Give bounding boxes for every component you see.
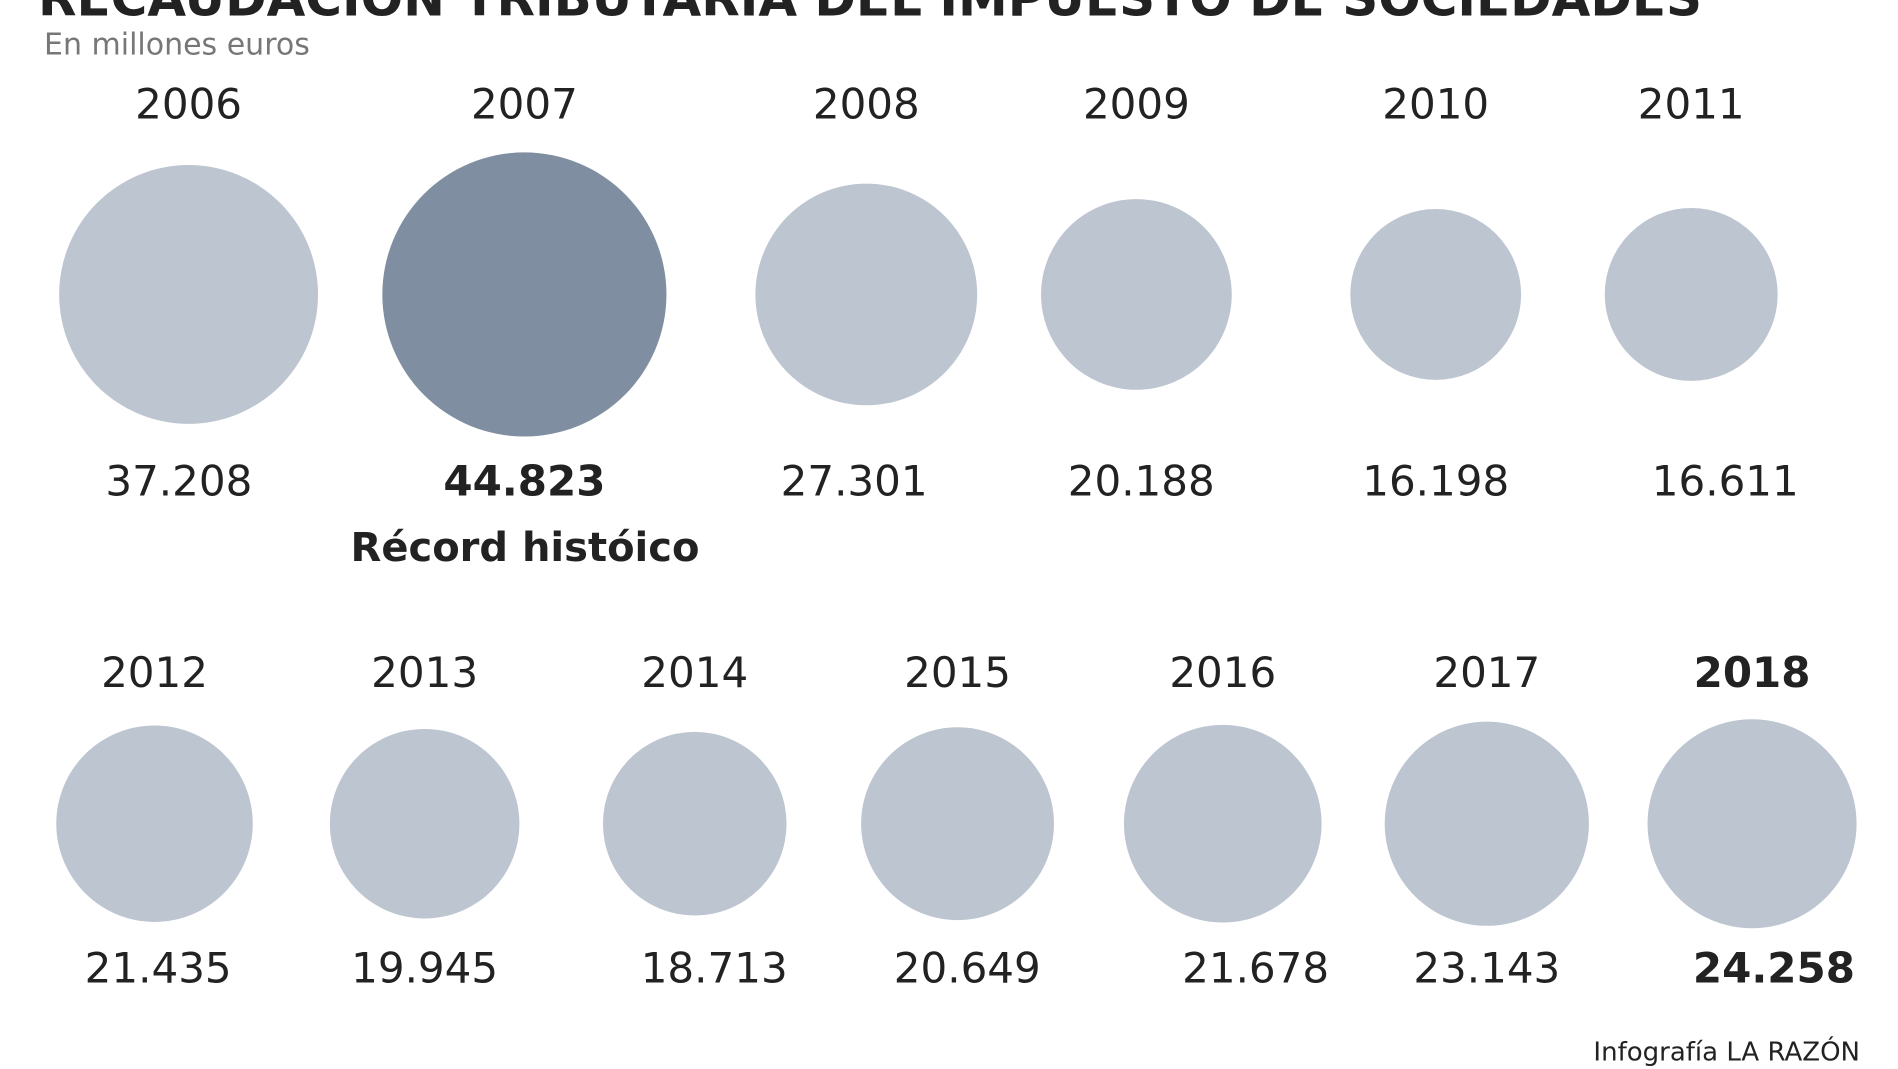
bubble	[1123, 724, 1322, 923]
bubble	[602, 731, 787, 916]
bubble	[59, 165, 319, 424]
year-label: 2007	[471, 80, 578, 129]
value-label: 37.208	[105, 457, 252, 506]
year-label: 2009	[1083, 80, 1190, 129]
value-label: 18.713	[641, 943, 788, 992]
value-label: 21.435	[85, 943, 232, 992]
value-label: 27.301	[781, 457, 928, 506]
year-label: 2013	[371, 648, 478, 697]
year-label: 2018	[1694, 648, 1811, 697]
year-label: 2008	[813, 80, 920, 129]
value-label: 44.823	[443, 457, 605, 506]
value-label: 21.678	[1182, 943, 1329, 992]
value-label: 20.649	[894, 943, 1041, 992]
value-label: 16.198	[1362, 457, 1509, 506]
year-label: 2010	[1382, 80, 1489, 129]
bubble	[1041, 199, 1232, 390]
bubble	[1604, 207, 1778, 381]
value-label: 16.611	[1652, 457, 1799, 506]
chart-subtitle: En millones euros	[44, 28, 310, 63]
bubble	[755, 183, 978, 406]
source: Infografía LA RAZÓN	[1593, 1036, 1860, 1068]
year-label: 2014	[641, 648, 748, 697]
bubble	[1350, 209, 1522, 380]
year-label: 2017	[1433, 648, 1540, 697]
chart-title: RECAUDACIÓN TRIBUTARIA DEL IMPUESTO DE S…	[38, 0, 1702, 28]
bubble	[861, 727, 1054, 921]
year-label: 2012	[101, 648, 208, 697]
bubble	[56, 725, 253, 922]
value-label: 24.258	[1693, 943, 1855, 992]
year-label: 2016	[1169, 648, 1276, 697]
bubble	[329, 728, 520, 919]
bubble	[1384, 721, 1589, 926]
year-label: 2011	[1638, 80, 1745, 129]
year-label: 2006	[135, 80, 242, 129]
year-label: 2015	[904, 648, 1011, 697]
bubble	[1647, 719, 1857, 929]
annotation: Récord históico	[351, 525, 700, 571]
bubble	[382, 152, 667, 437]
value-label: 23.143	[1413, 943, 1560, 992]
value-label: 19.945	[351, 943, 498, 992]
value-label: 20.188	[1068, 457, 1215, 506]
